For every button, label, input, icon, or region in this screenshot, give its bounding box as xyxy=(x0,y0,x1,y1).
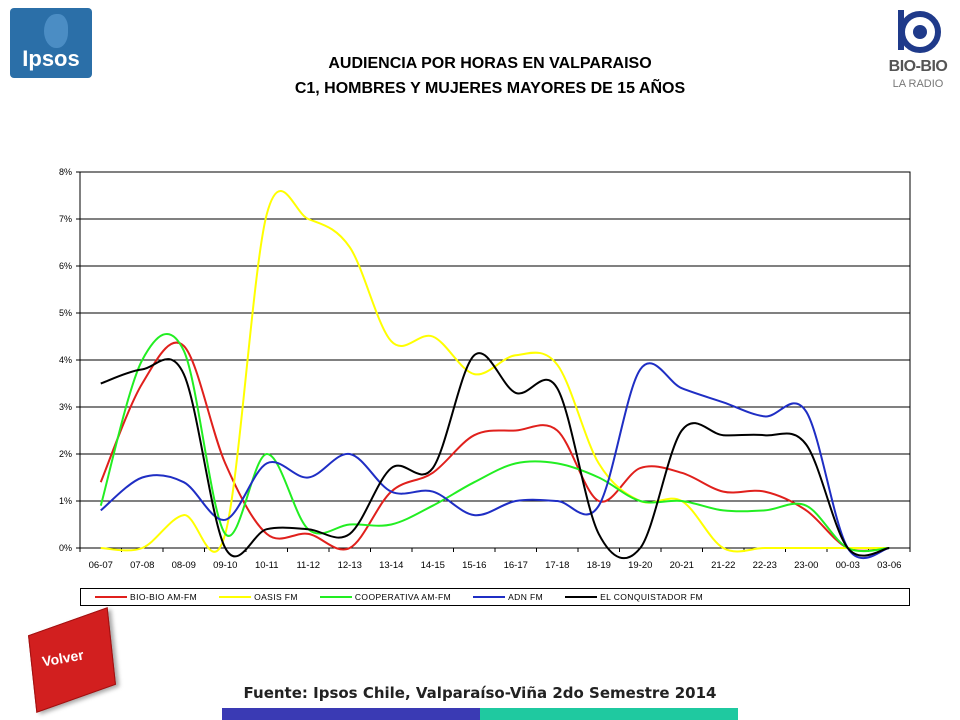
x-tick-label: 08-09 xyxy=(172,560,196,571)
legend-label: BIO-BIO AM-FM xyxy=(130,592,198,602)
x-tick-label: 07-08 xyxy=(130,560,154,571)
x-tick-label: 09-10 xyxy=(213,560,237,571)
series-line-adn-fm xyxy=(100,362,890,560)
series-line-cooperativa-am-fm xyxy=(99,333,890,553)
x-tick-label: 19-20 xyxy=(628,560,652,571)
x-tick-label: 23-00 xyxy=(794,560,818,571)
legend-label: EL CONQUISTADOR FM xyxy=(600,592,704,602)
biobio-emblem-icon xyxy=(898,10,941,53)
x-tick-label: 15-16 xyxy=(462,560,486,571)
biobio-logo: BIO-BIO LA RADIO xyxy=(882,6,954,98)
legend-swatch xyxy=(219,596,252,598)
series-line-oasis-fm xyxy=(100,190,890,553)
y-tick-label: 1% xyxy=(59,496,72,506)
biobio-logo-subtext: LA RADIO xyxy=(892,78,944,90)
y-tick-label: 4% xyxy=(59,355,72,365)
legend-label: ADN FM xyxy=(508,592,544,602)
legend-swatch xyxy=(473,596,506,598)
biobio-logo-text: BIO-BIO xyxy=(888,58,948,75)
series-line-el-conquistador-fm xyxy=(100,352,890,559)
x-tick-label: 10-11 xyxy=(255,560,279,571)
y-tick-label: 2% xyxy=(59,449,72,459)
y-tick-label: 6% xyxy=(59,261,72,271)
x-tick-label: 22-23 xyxy=(753,560,777,571)
x-tick-label: 20-21 xyxy=(670,560,694,571)
x-tick-label: 03-06 xyxy=(877,560,901,571)
legend-label: OASIS FM xyxy=(254,592,298,602)
x-tick-label: 11-12 xyxy=(296,560,320,571)
y-tick-label: 0% xyxy=(59,543,72,553)
x-tick-label: 12-13 xyxy=(338,560,362,571)
chart-title-line1: AUDIENCIA POR HORAS EN VALPARAISO xyxy=(328,55,652,72)
legend-swatch xyxy=(95,596,127,598)
x-tick-label: 18-19 xyxy=(587,560,611,571)
legend-item: OASIS FM xyxy=(219,592,298,602)
y-tick-label: 7% xyxy=(59,214,72,224)
volver-button[interactable]: Volver xyxy=(24,607,116,713)
legend-swatch xyxy=(565,596,598,598)
legend-label: COOPERATIVA AM-FM xyxy=(354,592,452,602)
legend-item: COOPERATIVA AM-FM xyxy=(319,592,452,602)
y-tick-label: 5% xyxy=(59,308,72,318)
y-tick-label: 8% xyxy=(59,167,72,177)
legend-item: EL CONQUISTADOR FM xyxy=(565,592,703,602)
legend-item: ADN FM xyxy=(473,592,543,602)
legend-item: BIO-BIO AM-FM xyxy=(95,592,197,602)
legend-swatch xyxy=(319,596,352,598)
ipsos-logo-text: Ipsos xyxy=(22,46,80,71)
series-line-bio-bio-am-fm xyxy=(99,341,890,552)
x-tick-label: 00-03 xyxy=(836,560,860,571)
x-tick-label: 16-17 xyxy=(504,560,528,571)
chart-legend: BIO-BIO AM-FM OASIS FM COOPERATIVA AM-FM AD… xyxy=(80,588,910,606)
chart-title-line2: C1, HOMBRES Y MUJERES MAYORES DE 15 AÑOS xyxy=(294,80,686,97)
x-tick-label: 13-14 xyxy=(379,560,403,571)
x-tick-label: 17-18 xyxy=(545,560,569,571)
x-tick-label: 14-15 xyxy=(421,560,445,571)
footer-bar-teal xyxy=(480,708,738,720)
footer-bar-blue xyxy=(222,708,480,720)
ipsos-head-icon xyxy=(44,14,68,48)
source-note: Fuente: Ipsos Chile, Valparaíso-Viña 2do… xyxy=(243,684,717,702)
x-tick-label: 21-22 xyxy=(711,560,735,571)
y-tick-label: 3% xyxy=(59,402,72,412)
ipsos-logo: Ipsos xyxy=(10,8,92,78)
x-tick-label: 06-07 xyxy=(89,560,113,571)
